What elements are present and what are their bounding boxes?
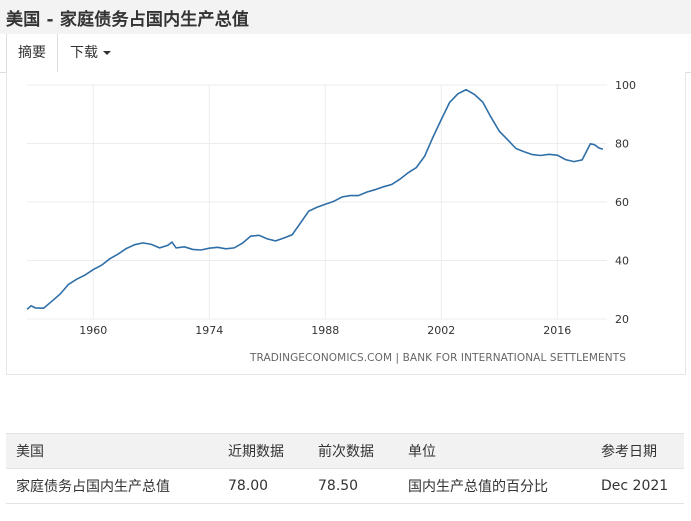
y-tick-label: 60	[615, 196, 629, 209]
cell-previous: 78.50	[308, 468, 398, 504]
table-row[interactable]: 家庭债务占国内生产总值 78.00 78.50 国内生产总值的百分比 Dec 2…	[6, 468, 684, 504]
header-unit: 单位	[398, 433, 591, 469]
y-axis: 20 40 60 80 100	[615, 79, 636, 326]
x-tick-label: 2016	[543, 324, 571, 337]
y-tick-label: 100	[615, 79, 636, 92]
header-latest: 近期数据	[218, 433, 308, 469]
y-tick-label: 20	[615, 313, 629, 326]
cell-unit: 国内生产总值的百分比	[398, 468, 591, 504]
header-country: 美国	[6, 433, 218, 469]
chart-panel: 1960 1974 1988 2002 2016 20 40 60 80 100 TRADING…	[6, 72, 686, 375]
header-reference-date: 参考日期	[591, 433, 684, 469]
x-tick-label: 2002	[427, 324, 455, 337]
series-line	[26, 88, 604, 310]
x-tick-label: 1960	[79, 324, 107, 337]
line-chart[interactable]: 1960 1974 1988 2002 2016 20 40 60 80 100 TRADING…	[7, 72, 685, 374]
chart-credits: TRADINGECONOMICS.COM | BANK FOR INTERNAT…	[249, 352, 626, 364]
tab-bar: 摘要 下载	[0, 34, 691, 73]
x-tick-label: 1974	[195, 324, 223, 337]
tab-download[interactable]: 下载	[70, 34, 111, 72]
table-header-row: 美国 近期数据 前次数据 单位 参考日期	[6, 433, 684, 469]
page-title: 美国 - 家庭债务占国内生产总值	[6, 10, 250, 30]
tab-download-label: 下载	[70, 45, 98, 61]
header-previous: 前次数据	[308, 433, 398, 469]
summary-table: 美国 近期数据 前次数据 单位 参考日期 家庭债务占国内生产总值 78.00 7…	[6, 433, 684, 504]
x-axis: 1960 1974 1988 2002 2016	[79, 324, 571, 337]
chevron-down-icon	[103, 51, 111, 55]
y-tick-label: 40	[615, 255, 629, 268]
x-tick-label: 1988	[311, 324, 339, 337]
cell-indicator[interactable]: 家庭债务占国内生产总值	[6, 468, 218, 504]
cell-latest: 78.00	[218, 468, 308, 504]
tab-summary[interactable]: 摘要	[6, 34, 58, 73]
cell-reference-date: Dec 2021	[591, 468, 684, 504]
chart-grid	[27, 84, 607, 320]
tab-summary-label: 摘要	[18, 45, 46, 61]
y-tick-label: 80	[615, 138, 629, 151]
title-bar: 美国 - 家庭债务占国内生产总值	[0, 0, 691, 35]
